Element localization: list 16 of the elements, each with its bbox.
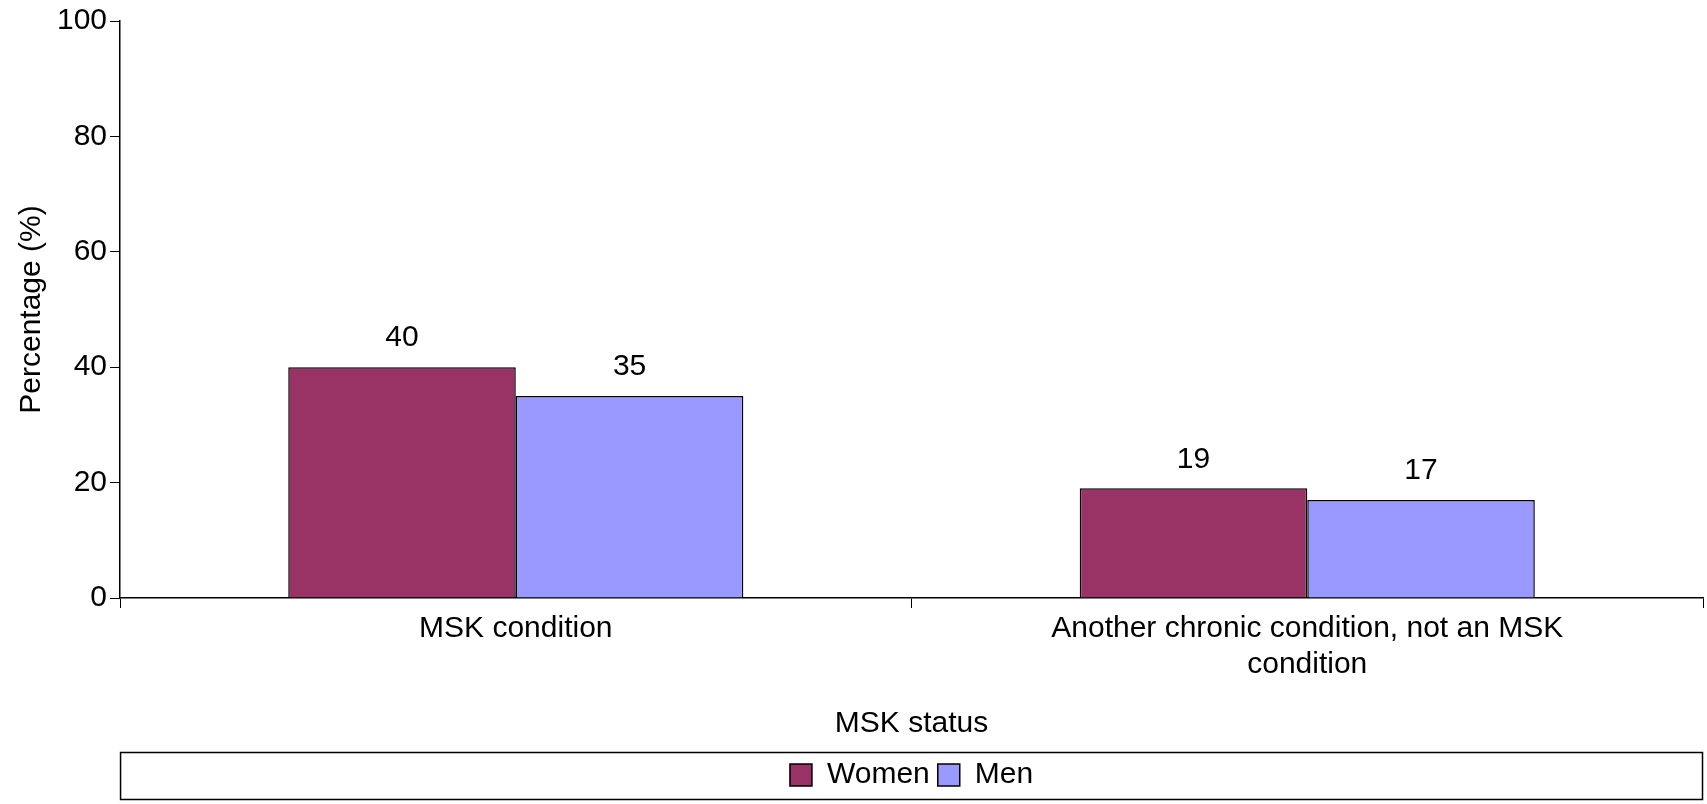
y-tick-label: 0 <box>90 579 108 613</box>
data-label: 17 <box>1404 452 1438 486</box>
x-tick-label: Another chronic condition, not an MSK condition <box>1051 610 1564 680</box>
data-label: 19 <box>1176 440 1211 474</box>
y-tick-label: 100 <box>56 2 108 36</box>
x-axis-title: MSK status <box>834 705 989 739</box>
data-label: 40 <box>385 319 419 353</box>
legend-label: Women <box>826 756 930 790</box>
data-label: 35 <box>612 348 647 382</box>
legend-label: Men <box>974 756 1034 790</box>
y-tick-label: 40 <box>73 348 108 382</box>
y-tick-label: 20 <box>73 463 108 497</box>
y-tick-label: 60 <box>73 233 108 267</box>
y-axis-title: Percentage (%) <box>13 205 47 414</box>
x-tick-label: MSK condition <box>419 610 613 644</box>
y-tick-label: 80 <box>73 117 108 151</box>
